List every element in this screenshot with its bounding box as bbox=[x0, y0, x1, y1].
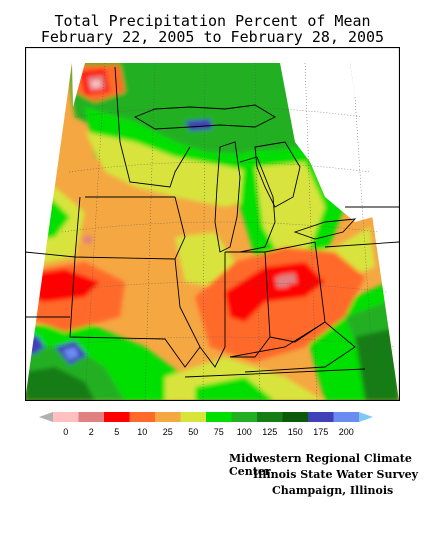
legend-arrow-low bbox=[39, 412, 53, 422]
legend-arrow-high bbox=[359, 412, 373, 422]
legend-tick-label: 200 bbox=[339, 427, 354, 437]
legend-swatch bbox=[231, 412, 257, 422]
legend-swatch bbox=[78, 412, 104, 422]
legend-tick-label: 100 bbox=[237, 427, 252, 437]
precipitation-map bbox=[25, 47, 400, 401]
credit-line-1: Midwestern Regional Climate Center bbox=[229, 452, 412, 478]
legend-swatch bbox=[129, 412, 155, 422]
legend-swatch bbox=[180, 412, 206, 422]
credit-line-3: Champaign, Illinois bbox=[272, 484, 394, 497]
legend-tick-label: 10 bbox=[137, 427, 147, 437]
legend-tick-label: 25 bbox=[163, 427, 173, 437]
legend-swatch bbox=[333, 412, 359, 422]
legend-tick-label: 0 bbox=[63, 427, 68, 437]
map-title-line-1: Total Precipitation Percent of Mean bbox=[54, 12, 371, 30]
boundaries bbox=[25, 66, 400, 378]
legend-tick-label: 150 bbox=[288, 427, 303, 437]
legend-tick-label: 2 bbox=[89, 427, 94, 437]
map-title-line-2: February 22, 2005 to February 28, 2005 bbox=[40, 28, 385, 46]
legend-swatch bbox=[53, 412, 79, 422]
legend-swatch bbox=[282, 412, 308, 422]
legend-tick-label: 75 bbox=[214, 427, 224, 437]
credit-line-2: Illinois State Water Survey bbox=[253, 468, 419, 481]
legend-tick-label: 175 bbox=[313, 427, 328, 437]
legend-swatch bbox=[104, 412, 130, 422]
legend-tick-label: 5 bbox=[114, 427, 119, 437]
legend-swatch bbox=[257, 412, 283, 422]
legend-swatch bbox=[308, 412, 334, 422]
legend-tick-label: 125 bbox=[262, 427, 277, 437]
legend-swatch bbox=[155, 412, 181, 422]
legend-tick-label: 50 bbox=[188, 427, 198, 437]
color-legend: 0 2 5 10 25 50 75 100 125 150 175 200 bbox=[39, 412, 373, 437]
graticule bbox=[44, 62, 396, 401]
legend-swatch bbox=[206, 412, 232, 422]
